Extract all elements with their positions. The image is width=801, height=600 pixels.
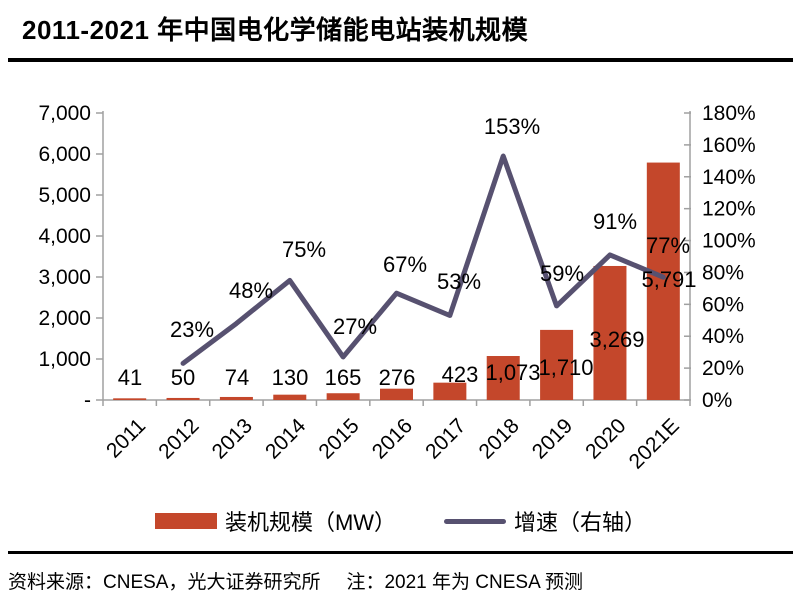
- bar-2021E: [646, 162, 680, 400]
- bar-series-swatch: [154, 513, 217, 529]
- right-axis-label: 60%: [702, 293, 744, 316]
- bar-2011: [113, 398, 147, 400]
- right-axis-label: 120%: [702, 198, 756, 221]
- bar-2017: [433, 382, 467, 400]
- right-axis-label: 100%: [702, 230, 756, 253]
- bar-2015: [326, 393, 360, 400]
- bar-label: 423: [442, 362, 479, 387]
- bar-label: 276: [379, 365, 416, 390]
- right-axis-label: 180%: [702, 102, 756, 125]
- bar-2018: [486, 356, 520, 400]
- legend-label: 装机规模（MW）: [224, 510, 397, 535]
- right-axis-label: 0%: [702, 389, 732, 412]
- bar-2016: [380, 388, 413, 400]
- line-series-swatch: [444, 518, 507, 524]
- right-axis-label: 20%: [702, 357, 744, 380]
- left-axis-label: 3,000: [38, 266, 91, 289]
- bar-2013: [219, 396, 253, 400]
- x-axis-label: 2020: [581, 414, 630, 463]
- right-axis-label: 80%: [702, 261, 744, 284]
- bar-label: 3,269: [589, 327, 644, 352]
- bar-2020: [593, 265, 627, 400]
- pct-label: 27%: [333, 314, 377, 339]
- x-axis-label: 2015: [314, 414, 363, 463]
- x-axis-label: 2012: [154, 414, 203, 463]
- right-axis-label: 140%: [702, 166, 756, 189]
- chart-title: 2011-2021 年中国电化学储能电站装机规模: [22, 15, 529, 45]
- x-axis-label: 2013: [208, 414, 257, 463]
- pct-label: 53%: [437, 269, 481, 294]
- source-note: 资料来源：CNESA，光大证券研究所 注：2021 年为 CNESA 预测: [8, 567, 583, 594]
- x-axis-label: 2019: [528, 414, 577, 463]
- left-axis-label: 6,000: [38, 143, 91, 166]
- left-axis-label: 2,000: [38, 307, 91, 330]
- title-divider: [8, 58, 793, 62]
- footer-divider: [8, 551, 793, 554]
- bar-label: 1,073: [485, 360, 540, 385]
- forecast-note: 注：2021 年为 CNESA 预测: [346, 572, 583, 593]
- x-axis-label: 2011: [102, 414, 150, 462]
- bar-label: 5,791: [641, 267, 696, 292]
- bar-2012: [166, 397, 200, 400]
- data-source: 资料来源：CNESA，光大证券研究所: [8, 572, 321, 593]
- legend-label: 增速（右轴）: [514, 510, 647, 535]
- left-axis-label: 5,000: [38, 184, 91, 207]
- pct-label: 75%: [282, 237, 326, 262]
- pct-label: 59%: [540, 261, 584, 286]
- bar-2014: [273, 394, 307, 400]
- right-axis-label: 40%: [702, 325, 744, 348]
- x-axis-label: 2016: [368, 414, 417, 463]
- x-axis-label: 2017: [421, 414, 470, 463]
- bar-label: 41: [118, 365, 142, 390]
- chart-legend: 装机规模（MW） 增速（右轴）: [0, 504, 801, 538]
- left-axis-label: -: [84, 389, 91, 412]
- bar-label: 130: [272, 365, 309, 390]
- pct-label: 153%: [484, 114, 540, 139]
- x-axis-label: 2014: [261, 414, 311, 464]
- bar-2019: [540, 329, 574, 400]
- growth-line: [180, 153, 666, 366]
- bar-label: 1,710: [538, 355, 593, 380]
- pct-label: 77%: [646, 233, 690, 258]
- pct-label: 48%: [229, 278, 273, 303]
- pct-label: 67%: [383, 252, 427, 277]
- left-axis-label: 7,000: [38, 102, 91, 125]
- right-axis-label: 160%: [702, 134, 756, 157]
- pct-label: 23%: [170, 317, 214, 342]
- pct-label: 91%: [593, 209, 637, 234]
- bar-label: 74: [225, 365, 249, 390]
- x-axis-label: 2021E: [625, 414, 684, 473]
- left-axis-label: 4,000: [38, 225, 91, 248]
- left-axis-label: 1,000: [38, 348, 91, 371]
- bar-label: 165: [325, 365, 362, 390]
- legend-item-installed-capacity: 装机规模（MW）: [154, 505, 397, 537]
- legend-item-growth-rate: 增速（右轴）: [444, 505, 646, 537]
- x-axis-label: 2018: [474, 414, 523, 463]
- bar-label: 50: [171, 365, 195, 390]
